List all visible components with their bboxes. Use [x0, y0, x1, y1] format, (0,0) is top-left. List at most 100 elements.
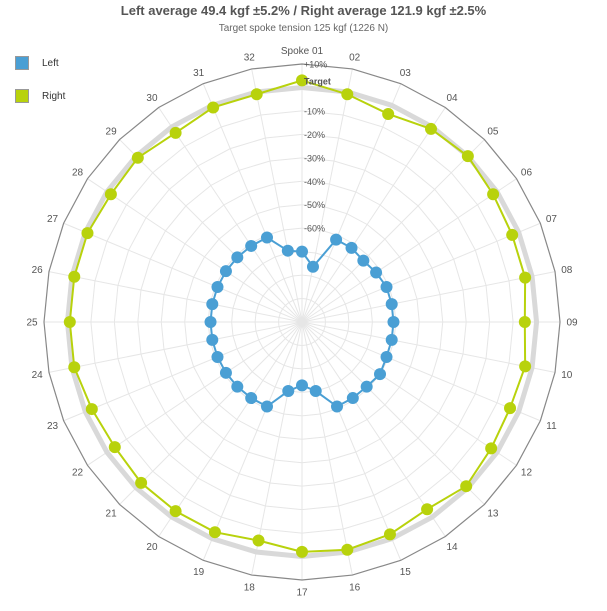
legend-label-left: Left — [42, 57, 59, 69]
category-label: Spoke 01 — [281, 46, 324, 57]
point-right-8 — [519, 271, 532, 284]
category-label: 17 — [296, 588, 308, 599]
point-left-29 — [231, 251, 244, 264]
category-label: 18 — [244, 582, 256, 593]
category-label: 20 — [146, 542, 158, 553]
point-right-31 — [207, 101, 220, 114]
category-label: 31 — [193, 68, 205, 79]
point-right-19 — [208, 526, 221, 539]
spoke-gridline — [301, 321, 541, 422]
point-left-14 — [346, 392, 359, 405]
category-label: 29 — [106, 127, 118, 138]
radial-tick-label: +10% — [304, 60, 327, 70]
spoke-gridline — [251, 68, 303, 323]
point-right-28 — [104, 188, 117, 201]
spoke-gridline — [301, 321, 517, 466]
category-label: 23 — [47, 421, 59, 432]
point-right-16 — [341, 543, 354, 556]
point-left-21 — [231, 380, 244, 393]
radial-tick-label: -10% — [304, 106, 325, 116]
legend-label-right: Right — [42, 90, 66, 102]
point-right-32 — [250, 88, 263, 101]
spoke-gridline — [301, 83, 402, 323]
spoke-gridline — [301, 271, 556, 323]
category-label: 25 — [26, 318, 38, 329]
point-left-27 — [211, 280, 224, 293]
point-left-23 — [211, 351, 224, 364]
category-label: 02 — [349, 53, 361, 64]
point-left-30 — [245, 239, 258, 252]
point-right-9 — [518, 316, 531, 328]
legend-item-left[interactable]: Left — [15, 55, 59, 71]
category-label: 10 — [561, 370, 573, 381]
category-label: 03 — [400, 68, 412, 79]
point-left-2 — [306, 260, 319, 273]
radial-tick-label: -20% — [304, 130, 325, 140]
spoke-gridline — [301, 107, 446, 323]
outer-frame — [43, 63, 561, 581]
point-right-5 — [461, 150, 474, 163]
spoke-gridline — [301, 321, 485, 505]
category-label: 24 — [32, 370, 44, 381]
point-left-11 — [380, 351, 393, 364]
point-right-23 — [85, 403, 98, 416]
spoke-gridline — [119, 321, 303, 505]
point-right-26 — [68, 270, 81, 283]
point-left-31 — [260, 231, 273, 244]
spoke-gridline — [87, 178, 303, 323]
point-right-4 — [425, 122, 438, 135]
point-right-6 — [487, 188, 500, 201]
point-left-15 — [331, 400, 344, 413]
point-left-6 — [370, 266, 383, 279]
category-label: 22 — [72, 468, 84, 479]
spoke-gridline — [301, 222, 541, 323]
spoke-gridline — [48, 321, 303, 373]
spoke-gridline — [63, 222, 303, 323]
radial-tick-label: -60% — [304, 224, 325, 234]
category-label: 30 — [146, 93, 158, 104]
radial-tick-label: -50% — [304, 200, 325, 210]
category-label: 08 — [561, 265, 573, 276]
category-label: 21 — [106, 508, 118, 519]
point-right-17 — [296, 545, 308, 558]
spoke-gridline — [202, 321, 303, 561]
spoke-gridline — [251, 321, 303, 576]
spoke-gridline — [48, 271, 303, 323]
point-left-24 — [206, 333, 219, 346]
point-left-18 — [282, 385, 295, 398]
point-right-30 — [169, 126, 182, 139]
point-left-16 — [309, 385, 322, 398]
category-label: 19 — [193, 567, 205, 578]
spoke-gridline — [63, 321, 303, 422]
spoke-gridline — [158, 321, 303, 537]
radial-tick-label: -40% — [304, 177, 325, 187]
category-label: 13 — [487, 508, 499, 519]
legend-swatch-right — [15, 89, 29, 103]
point-left-13 — [360, 380, 373, 393]
point-right-3 — [382, 107, 395, 120]
category-label: 09 — [566, 318, 578, 329]
point-left-1 — [296, 245, 308, 258]
radial-tick-label: -30% — [304, 153, 325, 163]
point-left-4 — [345, 241, 358, 254]
category-label: 14 — [446, 542, 458, 553]
point-right-21 — [135, 476, 148, 489]
spoke-gridline — [158, 107, 303, 323]
point-right-1 — [296, 74, 308, 87]
spoke-gridline — [87, 321, 303, 466]
spoke-gridline — [301, 321, 353, 576]
radial-tick-label: Target — [304, 76, 331, 86]
category-label: 15 — [400, 567, 412, 578]
legend-swatch-left — [15, 56, 29, 70]
point-left-20 — [245, 392, 258, 405]
point-left-5 — [357, 254, 370, 267]
category-label: 32 — [244, 53, 256, 64]
point-right-29 — [131, 151, 144, 164]
legend-item-right[interactable]: Right — [15, 88, 65, 104]
point-left-17 — [296, 379, 308, 392]
point-right-7 — [506, 228, 519, 241]
point-right-27 — [81, 227, 94, 240]
point-right-18 — [252, 534, 265, 547]
